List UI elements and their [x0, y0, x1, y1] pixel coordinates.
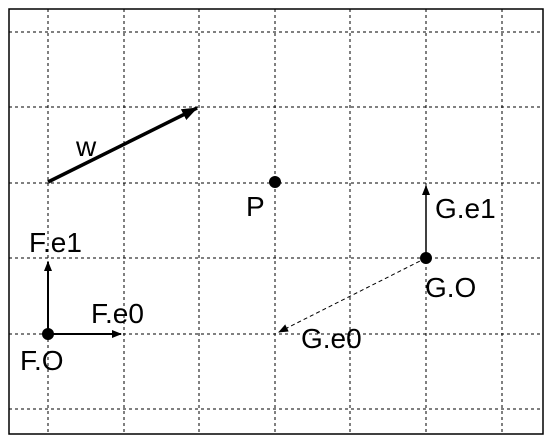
vector-w	[47, 106, 198, 184]
label-w: w	[75, 131, 97, 162]
point-g-origin	[420, 252, 432, 264]
grid	[9, 9, 543, 434]
diagram-border	[8, 8, 544, 435]
point-f-origin	[42, 328, 54, 340]
label-g-e1: G.e1	[435, 193, 496, 224]
point-p	[269, 176, 281, 188]
label-g-e0: G.e0	[301, 323, 362, 354]
label-g-origin: G.O	[425, 272, 476, 303]
vector-g-e0	[278, 257, 427, 333]
label-f-e0: F.e0	[91, 298, 144, 329]
label-f-e1: F.e1	[29, 227, 82, 258]
label-p: P	[246, 191, 265, 222]
label-f-origin: F.O	[20, 345, 64, 376]
